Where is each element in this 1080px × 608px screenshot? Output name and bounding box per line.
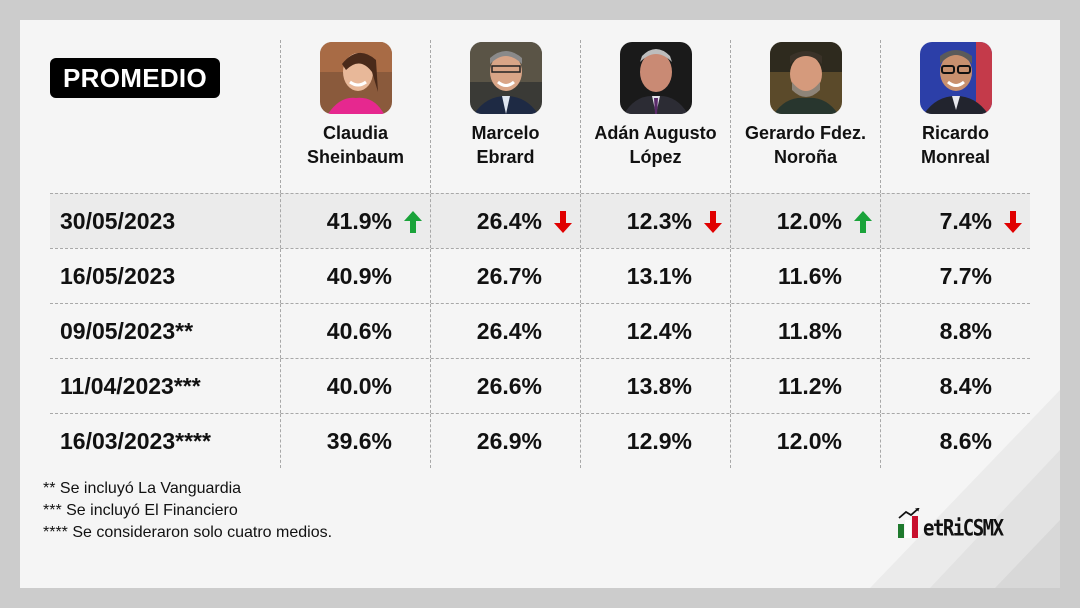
candidate-name: Gerardo Fdez. Noroña	[744, 123, 867, 167]
avatar-adan-augusto-lopez	[619, 42, 692, 114]
row-value: 12.0%	[730, 414, 880, 468]
row-value: 41.9%	[280, 194, 430, 248]
row-value: 26.9%	[430, 414, 580, 468]
arrow-down-icon	[1004, 211, 1022, 233]
arrow-up-icon	[854, 211, 872, 233]
footnote: *** Se incluyó El Financiero	[43, 502, 238, 519]
row-value: 12.0%	[730, 194, 880, 248]
row-date: 16/03/2023****	[60, 428, 211, 454]
row-value: 7.4%	[880, 194, 1030, 248]
row-value: 13.1%	[580, 249, 730, 303]
avatar-ricardo-monreal	[919, 42, 992, 114]
header-row: Claudia Sheinbaum	[50, 40, 1030, 193]
row-value: 26.4%	[430, 304, 580, 358]
row-value: 13.8%	[580, 359, 730, 413]
row-value: 11.8%	[730, 304, 880, 358]
row-value: 26.7%	[430, 249, 580, 303]
row-value: 26.4%	[430, 194, 580, 248]
avatar-claudia-sheinbaum	[319, 42, 392, 114]
candidate-header: Adán Augusto López	[580, 40, 730, 193]
arrow-down-icon	[554, 211, 572, 233]
candidate-header: Claudia Sheinbaum	[280, 40, 430, 193]
row-value: 8.6%	[880, 414, 1030, 468]
row-date: 09/05/2023**	[60, 318, 194, 344]
row-value: 12.9%	[580, 414, 730, 468]
candidate-header: Ricardo Monreal	[880, 40, 1030, 193]
candidate-header: Marcelo Ebrard	[430, 40, 580, 193]
arrow-down-icon	[704, 211, 722, 233]
metricsmx-logo: etRiCSMX	[898, 508, 1004, 542]
footnote: **** Se consideraron solo cuatro medios.	[43, 524, 333, 541]
row-value: 40.9%	[280, 249, 430, 303]
logo-text: etRiCSMX	[923, 515, 1004, 542]
avatar-gerardo-fernandez-norona	[769, 42, 842, 114]
table-row: 30/05/2023 41.9% 26.4% 12.3% 12.0% 7.4%	[50, 193, 1030, 248]
poll-table: Claudia Sheinbaum	[50, 40, 1030, 468]
table-row: 11/04/2023*** 40.0% 26.6% 13.8% 11.2% 8.…	[50, 358, 1030, 413]
row-value: 39.6%	[280, 414, 430, 468]
row-date: 11/04/2023***	[60, 373, 201, 399]
footnotes: ** Se incluyó La Vanguardia *** Se inclu…	[43, 478, 332, 544]
row-value: 12.4%	[580, 304, 730, 358]
table-row: 16/03/2023**** 39.6% 26.9% 12.9% 12.0% 8…	[50, 413, 1030, 468]
row-value: 26.6%	[430, 359, 580, 413]
title-badge: PROMEDIO	[50, 58, 220, 98]
row-value: 11.6%	[730, 249, 880, 303]
row-value: 11.2%	[730, 359, 880, 413]
row-value: 40.6%	[280, 304, 430, 358]
header-spacer	[50, 40, 280, 193]
avatar-marcelo-ebrard	[469, 42, 542, 114]
candidate-name: Marcelo Ebrard	[471, 123, 540, 167]
arrow-up-icon	[404, 211, 422, 233]
table-row: 16/05/2023 40.9% 26.7% 13.1% 11.6% 7.7%	[50, 248, 1030, 303]
candidate-name: Claudia Sheinbaum	[306, 123, 404, 167]
footnote: ** Se incluyó La Vanguardia	[43, 480, 242, 497]
candidate-name: Adán Augusto López	[594, 123, 717, 167]
candidate-header: Gerardo Fdez. Noroña	[730, 40, 880, 193]
row-date: 16/05/2023	[60, 263, 176, 289]
row-value: 7.7%	[880, 249, 1030, 303]
table-row: 09/05/2023** 40.6% 26.4% 12.4% 11.8% 8.8…	[50, 303, 1030, 358]
row-value: 8.4%	[880, 359, 1030, 413]
row-date: 30/05/2023	[60, 208, 176, 234]
flag-chart-logo-icon	[898, 508, 920, 538]
row-value: 40.0%	[280, 359, 430, 413]
row-value: 8.8%	[880, 304, 1030, 358]
candidate-name: Ricardo Monreal	[920, 123, 990, 167]
row-value: 12.3%	[580, 194, 730, 248]
